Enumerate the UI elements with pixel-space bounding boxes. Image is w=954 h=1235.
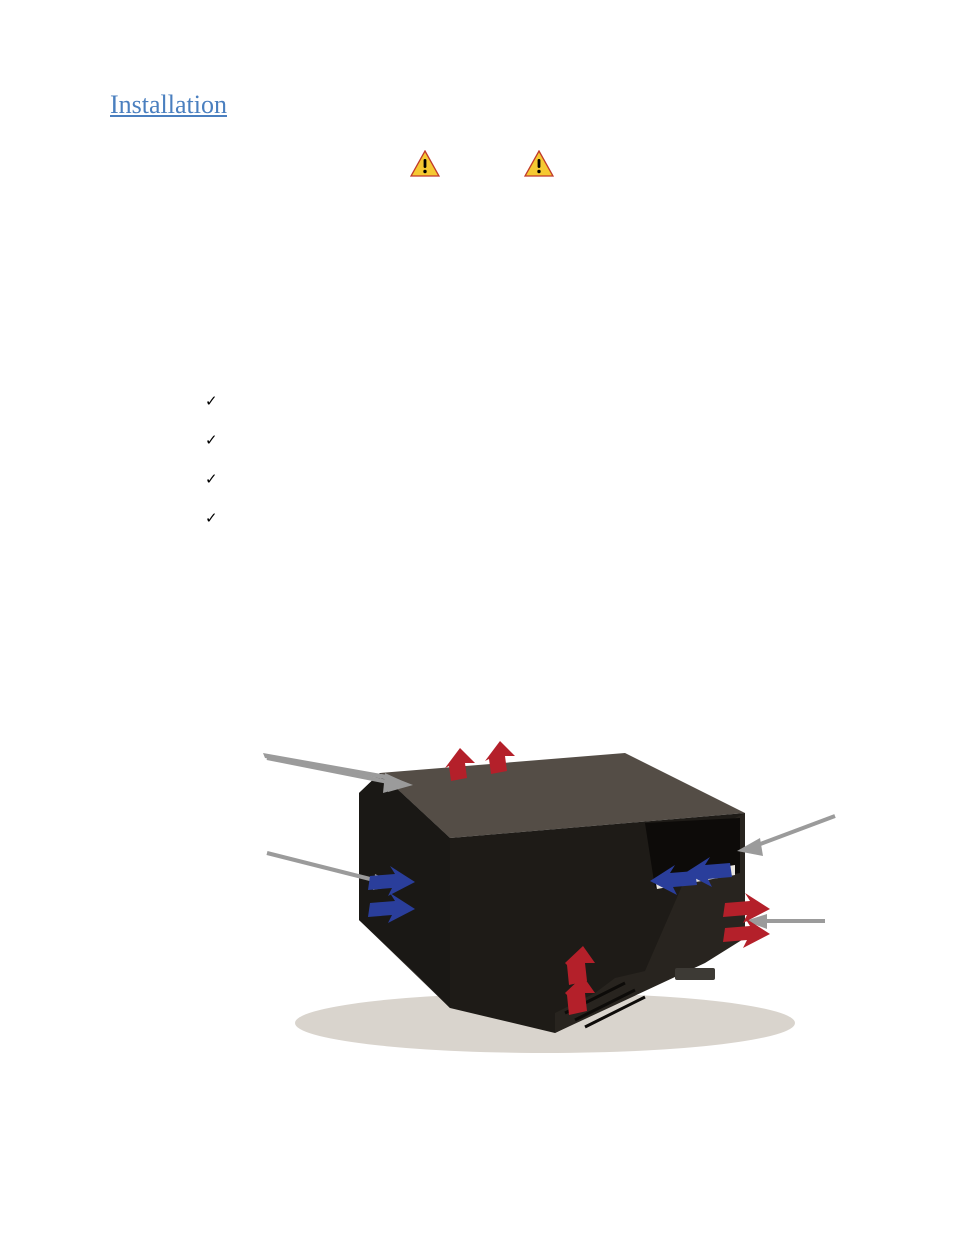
checklist-item: ✓ (205, 470, 854, 489)
checklist-item: ✓ (205, 392, 854, 411)
caution-icon (410, 150, 440, 182)
caution-icon (524, 150, 554, 182)
checkmark-icon: ✓ (205, 509, 227, 527)
checklist-item: ✓ (205, 509, 854, 528)
device-airflow-figure (185, 713, 885, 1073)
caution-icons-row (310, 150, 654, 182)
checkmark-icon: ✓ (205, 392, 227, 410)
checklist-item: ✓ (205, 431, 854, 450)
checkmark-icon: ✓ (205, 431, 227, 449)
checkmark-icon: ✓ (205, 470, 227, 488)
checklist: ✓ ✓ ✓ ✓ (205, 392, 854, 528)
installation-heading: Installation (110, 90, 854, 120)
